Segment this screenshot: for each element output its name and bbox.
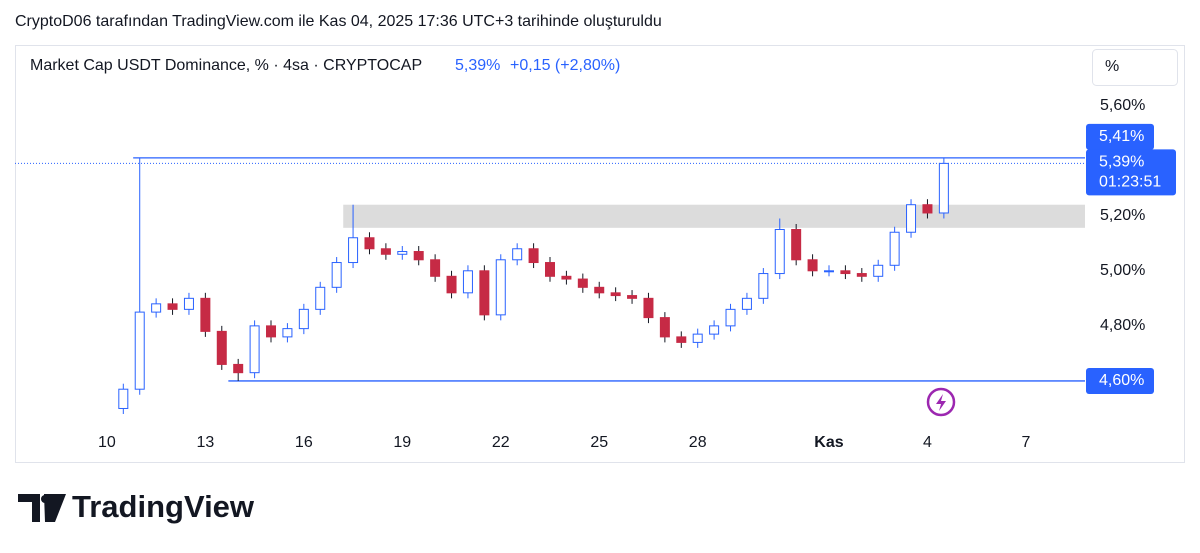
candle-body bbox=[577, 278, 588, 288]
candle-body bbox=[315, 286, 326, 310]
x-tick-label: 10 bbox=[98, 434, 116, 451]
x-tick-label: 19 bbox=[393, 434, 411, 451]
candle-body bbox=[462, 270, 473, 294]
x-tick-label: 7 bbox=[1021, 434, 1030, 451]
candle-body bbox=[298, 308, 309, 330]
x-tick-label: Kas bbox=[814, 434, 843, 451]
x-tick-label: 13 bbox=[196, 434, 214, 451]
logo bbox=[18, 494, 66, 522]
candle-body bbox=[200, 297, 211, 332]
candle-body bbox=[446, 275, 457, 294]
chart-title: Market Cap USDT Dominance, % · 4sa · CRY… bbox=[30, 57, 422, 74]
price-label-box bbox=[1086, 367, 1154, 394]
countdown: 01:23:51 bbox=[1099, 174, 1161, 191]
candle-body bbox=[840, 270, 851, 275]
candle-body bbox=[430, 259, 441, 277]
candle-body bbox=[610, 292, 621, 297]
candle-body bbox=[807, 259, 818, 272]
candle-body bbox=[118, 388, 129, 409]
candle-body bbox=[266, 325, 277, 338]
candle-body bbox=[397, 251, 408, 255]
candle-body bbox=[643, 297, 654, 319]
candle-body bbox=[233, 363, 244, 374]
candle-body bbox=[331, 262, 342, 288]
candle-body bbox=[134, 311, 145, 390]
candle-body bbox=[364, 237, 375, 250]
candle-body bbox=[512, 248, 523, 261]
candle-body bbox=[938, 162, 949, 214]
candle-body bbox=[823, 270, 834, 273]
header: CryptoD06 tarafından TradingView.com ile… bbox=[15, 13, 662, 30]
unit-label: % bbox=[1105, 58, 1119, 75]
price-label: 5,41% bbox=[1099, 128, 1144, 145]
candle-body bbox=[627, 295, 638, 299]
candle-body bbox=[709, 325, 720, 335]
candle-body bbox=[495, 259, 506, 316]
brand: TradingView bbox=[72, 489, 255, 524]
alert-icon bbox=[926, 387, 956, 417]
x-tick-label: 4 bbox=[923, 434, 932, 451]
price-label: 4,60% bbox=[1099, 372, 1144, 389]
candle-body bbox=[791, 228, 802, 261]
x-tick-label: 28 bbox=[689, 434, 707, 451]
candle-body bbox=[659, 317, 670, 338]
x-tick-label: 25 bbox=[590, 434, 608, 451]
x-tick-label: 22 bbox=[492, 434, 510, 451]
candle-body bbox=[906, 204, 917, 233]
candle-body bbox=[692, 333, 703, 343]
change: +0,15 (+2,80%) bbox=[510, 57, 620, 74]
candle-body bbox=[528, 248, 539, 264]
candle-body bbox=[889, 231, 900, 266]
candle-body bbox=[479, 270, 490, 316]
candle-body bbox=[380, 248, 391, 255]
y-tick-label: 5,00% bbox=[1100, 262, 1145, 279]
candle-body bbox=[348, 237, 359, 264]
unit-button[interactable] bbox=[1092, 49, 1178, 86]
candle-body bbox=[216, 330, 227, 365]
candle-body bbox=[249, 325, 260, 374]
y-tick-label: 4,80% bbox=[1100, 317, 1145, 334]
last-price-box bbox=[1086, 149, 1176, 196]
y-tick-label: 5,20% bbox=[1100, 207, 1145, 224]
candle-body bbox=[856, 273, 867, 277]
candle-body bbox=[413, 251, 424, 261]
candle-body bbox=[725, 308, 736, 327]
candle-body bbox=[676, 336, 687, 343]
candle-body bbox=[922, 204, 933, 214]
candle-body bbox=[282, 328, 293, 338]
candle-body bbox=[758, 273, 769, 299]
price-label-box bbox=[1086, 123, 1154, 150]
candle-body bbox=[561, 275, 572, 280]
candle-body bbox=[545, 262, 555, 277]
candle-body bbox=[151, 303, 162, 313]
candle-body bbox=[873, 264, 884, 277]
candle-body bbox=[774, 228, 785, 275]
zone bbox=[343, 204, 1086, 228]
candle-body bbox=[183, 297, 194, 310]
candle-body bbox=[594, 286, 605, 294]
x-tick-label: 16 bbox=[295, 434, 313, 451]
candle-body bbox=[167, 303, 178, 310]
last-price-label: 5,39% bbox=[1099, 154, 1144, 171]
candle-body bbox=[741, 297, 752, 310]
last-value: 5,39% bbox=[455, 57, 500, 74]
y-tick-label: 5,60% bbox=[1100, 97, 1145, 114]
chart-panel bbox=[15, 45, 1185, 463]
